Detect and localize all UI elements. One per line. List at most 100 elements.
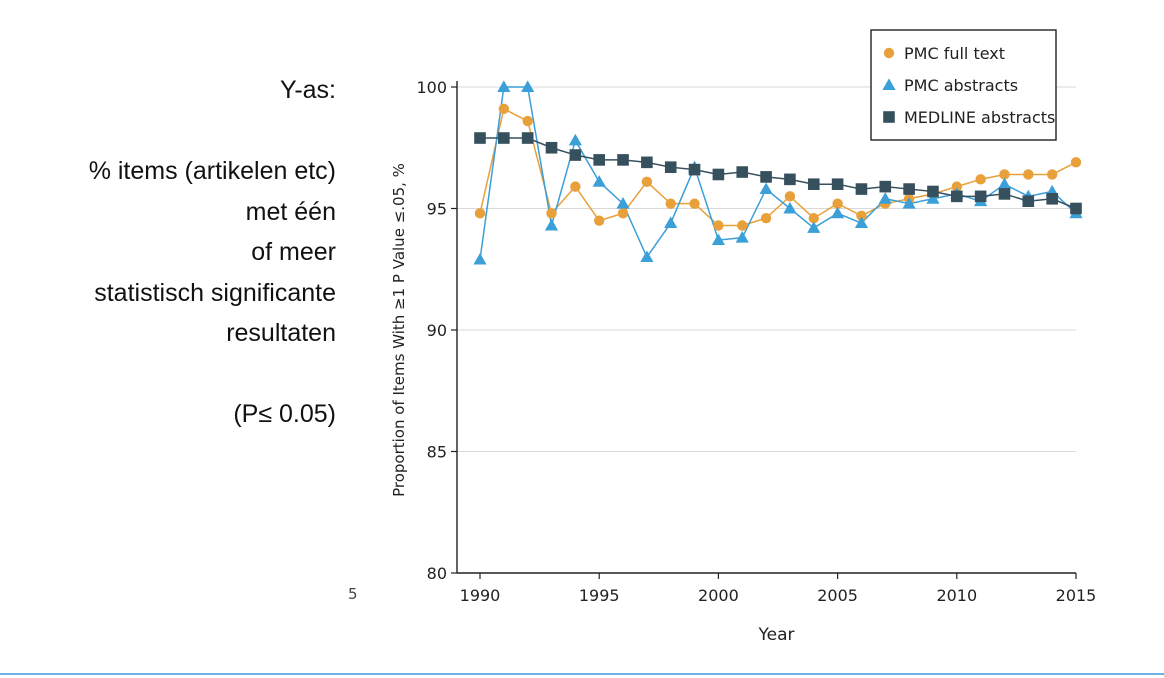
annotation-line: resultaten <box>226 319 336 347</box>
x-tick-label: 2005 <box>817 586 858 605</box>
data-point-pmc-abstracts <box>521 80 535 92</box>
data-point-pmc-abstracts <box>926 192 940 204</box>
y-tick-label: 90 <box>427 321 447 340</box>
data-point-medline-abstracts <box>593 154 605 166</box>
data-point-pmc-abstracts <box>711 233 725 246</box>
data-point-pmc-abstracts <box>854 216 869 229</box>
data-point-medline-abstracts <box>498 132 510 144</box>
data-point-pmc-full-text <box>999 169 1010 180</box>
data-point-medline-abstracts <box>998 188 1011 200</box>
data-point-pmc-abstracts <box>664 216 678 229</box>
data-point-medline-abstracts <box>712 168 725 181</box>
data-point-pmc-abstracts <box>616 197 630 209</box>
annotation-line: (P≤ 0.05) <box>233 400 336 428</box>
data-point-pmc-abstracts <box>473 252 487 265</box>
annotation-line: of meer <box>251 238 336 266</box>
data-point-pmc-abstracts <box>759 182 773 195</box>
x-tick-label: 1990 <box>460 586 501 605</box>
data-point-pmc-abstracts <box>807 221 821 233</box>
data-point-pmc-full-text <box>808 213 819 224</box>
data-point-medline-abstracts <box>1046 192 1058 205</box>
data-point-pmc-abstracts <box>783 201 797 214</box>
data-point-medline-abstracts <box>903 183 915 195</box>
data-point-pmc-abstracts <box>592 175 606 187</box>
y-axis-annotation: Y-as: % items (artikelen etc) met één of… <box>0 70 336 435</box>
legend-marker <box>883 111 895 123</box>
legend-marker <box>882 78 896 90</box>
data-point-medline-abstracts <box>569 149 582 161</box>
data-point-pmc-full-text <box>522 115 533 127</box>
stray-tick-fragment: 5 <box>348 585 358 603</box>
legend-entry: MEDLINE abstracts <box>904 108 1055 127</box>
data-point-pmc-abstracts <box>640 250 654 263</box>
data-point-pmc-full-text <box>546 208 557 219</box>
data-point-pmc-full-text <box>594 215 605 226</box>
data-point-pmc-full-text <box>641 176 653 187</box>
data-point-pmc-abstracts <box>878 192 892 204</box>
data-point-medline-abstracts <box>831 178 844 190</box>
legend-marker <box>883 47 895 59</box>
data-point-pmc-abstracts <box>568 133 582 146</box>
data-point-pmc-full-text <box>784 191 796 202</box>
data-point-medline-abstracts <box>736 166 749 178</box>
data-point-pmc-full-text <box>689 198 700 209</box>
data-point-pmc-abstracts <box>831 206 845 219</box>
data-point-pmc-full-text <box>498 103 510 115</box>
y-axis-title: Proportion of Items With ≥1 P Value ≤.05… <box>390 163 408 497</box>
data-point-pmc-full-text <box>617 208 629 219</box>
data-point-medline-abstracts <box>879 180 892 193</box>
data-point-medline-abstracts <box>545 141 558 154</box>
x-tick-label: 2010 <box>936 586 977 605</box>
x-tick-label: 1995 <box>579 586 620 605</box>
legend-box <box>870 29 1057 141</box>
data-point-medline-abstracts <box>784 173 796 186</box>
annotation-line: met één <box>245 197 336 226</box>
data-point-pmc-full-text <box>832 198 843 209</box>
data-point-medline-abstracts <box>855 183 868 195</box>
y-tick-label: 95 <box>427 200 447 219</box>
data-point-pmc-full-text <box>951 181 962 192</box>
annotation-line: % items (artikelen etc) <box>88 157 336 185</box>
x-tick-label: 2015 <box>1056 586 1097 605</box>
data-point-medline-abstracts <box>521 132 534 144</box>
data-point-medline-abstracts <box>760 171 772 183</box>
data-point-medline-abstracts <box>807 178 820 190</box>
data-point-pmc-full-text <box>975 174 986 185</box>
data-point-pmc-full-text <box>570 181 581 192</box>
data-point-medline-abstracts <box>617 154 629 166</box>
data-point-pmc-full-text <box>665 198 676 209</box>
y-tick-label: 85 <box>427 443 447 462</box>
data-point-pmc-abstracts <box>735 231 749 243</box>
data-point-pmc-full-text <box>1023 169 1034 180</box>
data-point-medline-abstracts <box>927 185 939 198</box>
data-point-pmc-full-text <box>474 208 486 219</box>
data-point-pmc-abstracts <box>544 218 559 231</box>
data-point-medline-abstracts <box>1070 202 1082 215</box>
data-point-medline-abstracts <box>951 190 963 203</box>
x-axis-title: Year <box>758 625 795 645</box>
data-point-medline-abstracts <box>688 163 701 176</box>
legend-entry: PMC abstracts <box>904 76 1018 95</box>
data-point-medline-abstracts <box>974 190 987 203</box>
y-tick-label: 100 <box>416 78 447 97</box>
data-point-pmc-abstracts <box>902 197 916 209</box>
y-tick-label: 80 <box>427 564 447 583</box>
data-point-medline-abstracts <box>474 132 486 144</box>
data-point-pmc-full-text <box>760 213 772 224</box>
data-point-pmc-full-text <box>856 210 867 221</box>
data-point-pmc-full-text <box>1046 169 1058 180</box>
data-point-pmc-full-text <box>1070 157 1082 168</box>
data-point-medline-abstracts <box>641 156 653 169</box>
data-point-pmc-abstracts <box>497 80 511 92</box>
annotation-line: statistisch significante <box>94 278 336 307</box>
x-tick-label: 2000 <box>698 586 739 605</box>
data-point-pmc-full-text <box>737 220 748 231</box>
data-point-pmc-abstracts <box>997 177 1012 190</box>
data-point-medline-abstracts <box>1022 195 1035 208</box>
annotation-line: Y-as: <box>279 76 336 104</box>
data-point-medline-abstracts <box>664 161 677 173</box>
legend-entry: PMC full text <box>904 44 1005 63</box>
data-point-pmc-full-text <box>713 220 724 231</box>
